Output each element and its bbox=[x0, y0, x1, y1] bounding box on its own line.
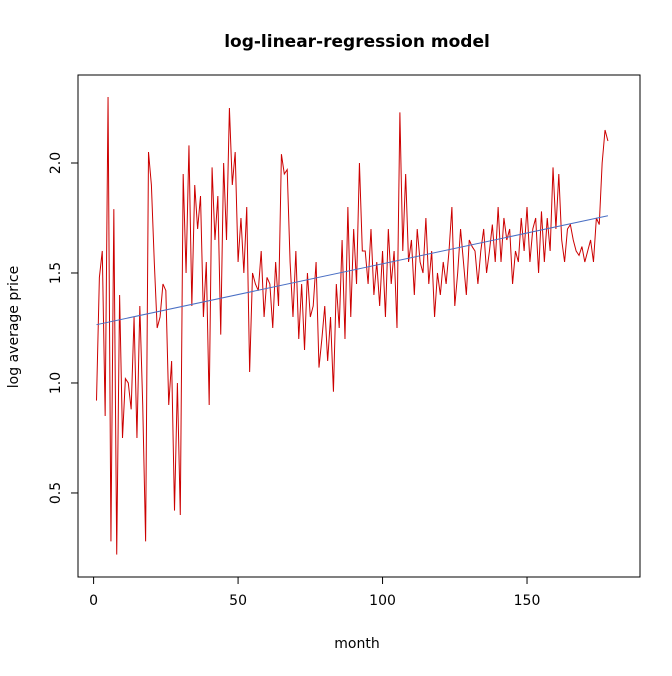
y-tick-label: 2.0 bbox=[48, 152, 64, 174]
x-tick-label: 0 bbox=[89, 593, 98, 609]
chart-title: log-linear-regression model bbox=[224, 32, 490, 52]
plot-frame bbox=[77, 74, 641, 578]
x-tick-label: 150 bbox=[514, 593, 541, 609]
y-tick-label: 1.0 bbox=[48, 372, 64, 394]
x-axis-label: month bbox=[334, 636, 379, 652]
y-tick-label: 0.5 bbox=[48, 482, 64, 504]
x-tick-label: 50 bbox=[229, 593, 247, 609]
y-axis-label: log average price bbox=[6, 266, 22, 388]
line-series bbox=[96, 215, 609, 326]
line-series bbox=[95, 96, 609, 555]
x-tick-label: 100 bbox=[369, 593, 396, 609]
y-tick-label: 1.5 bbox=[48, 262, 64, 284]
